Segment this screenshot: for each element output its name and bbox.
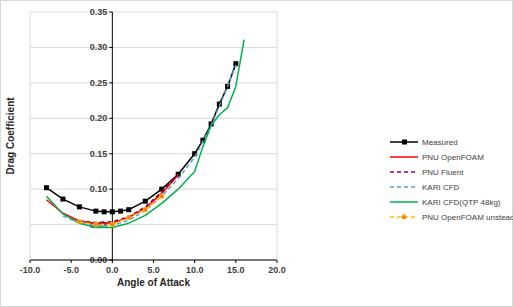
series-line xyxy=(79,196,161,224)
point-marker xyxy=(126,207,131,212)
point-marker xyxy=(102,209,107,214)
x-tick xyxy=(277,260,278,263)
legend-swatch xyxy=(390,171,418,173)
y-tick-label: 0.20 xyxy=(90,113,108,123)
y-tick-label: 0.35 xyxy=(90,7,108,17)
x-tick-label: 5.0 xyxy=(147,265,160,275)
point-marker xyxy=(77,219,82,224)
x-tick-label: 10.0 xyxy=(186,265,204,275)
x-tick xyxy=(71,260,72,263)
point-marker xyxy=(110,209,115,214)
y-tick-label: 0.30 xyxy=(90,42,108,52)
chart: 0.000.050.100.150.200.250.300.35-10.0-5.… xyxy=(0,0,513,307)
point-marker xyxy=(60,197,65,202)
series-line xyxy=(63,65,236,226)
plot-data xyxy=(44,40,244,228)
legend-label: PNU OpenFOAM unsteady xyxy=(422,213,513,222)
plot-frame-right xyxy=(277,12,278,260)
grid-line xyxy=(30,12,277,13)
y-tick-label: 0.15 xyxy=(90,149,108,159)
legend-label: PNU OpenFOAM xyxy=(422,153,484,162)
x-tick-label: -5.0 xyxy=(63,265,79,275)
legend-label: Measured xyxy=(422,138,458,147)
point-marker xyxy=(118,209,123,214)
x-tick xyxy=(30,260,31,263)
x-tick xyxy=(235,260,236,263)
grid-line xyxy=(30,153,277,154)
x-tick-label: 15.0 xyxy=(227,265,245,275)
series-line xyxy=(79,174,178,222)
grid-line xyxy=(30,224,277,225)
legend-label: PNU Fluent xyxy=(422,168,464,177)
point-marker xyxy=(127,215,132,220)
plot-frame-left xyxy=(30,12,31,260)
point-marker xyxy=(143,199,148,204)
legend-label: KARI CFD(QTP 48kg) xyxy=(422,198,501,207)
chart-border xyxy=(1,1,513,307)
point-marker xyxy=(110,222,115,227)
y-tick-label: 0.25 xyxy=(90,78,108,88)
point-marker xyxy=(44,185,49,190)
point-marker xyxy=(93,209,98,214)
legend-marker xyxy=(402,140,407,145)
y-axis-title: Drag Coefficient xyxy=(5,97,16,175)
x-tick-label: 20.0 xyxy=(268,265,286,275)
legend-swatch xyxy=(390,186,418,188)
legend-marker xyxy=(402,215,407,220)
legend: Measured PNU OpenFOAM PNU Fluent KARI CFD KA… xyxy=(390,138,513,222)
legend-swatch xyxy=(390,201,418,203)
grid-line xyxy=(30,189,277,190)
series-line xyxy=(46,40,244,228)
point-marker xyxy=(143,207,148,212)
grid-line xyxy=(30,118,277,119)
x-tick xyxy=(153,260,154,263)
x-tick-label: 0.0 xyxy=(106,265,119,275)
x-tick xyxy=(194,260,195,263)
y-tick-label: 0.10 xyxy=(90,184,108,194)
grid-line xyxy=(30,82,277,83)
x-axis-title: Angle of Attack xyxy=(117,277,190,288)
grid-line xyxy=(30,47,277,48)
point-marker xyxy=(94,222,99,227)
x-tick-label: -10.0 xyxy=(20,265,41,275)
legend-label: KARI CFD xyxy=(422,183,460,192)
point-marker xyxy=(77,204,82,209)
legend-swatch xyxy=(390,156,418,158)
x-tick xyxy=(112,260,113,263)
point-marker xyxy=(159,194,164,199)
series-line xyxy=(46,64,235,212)
